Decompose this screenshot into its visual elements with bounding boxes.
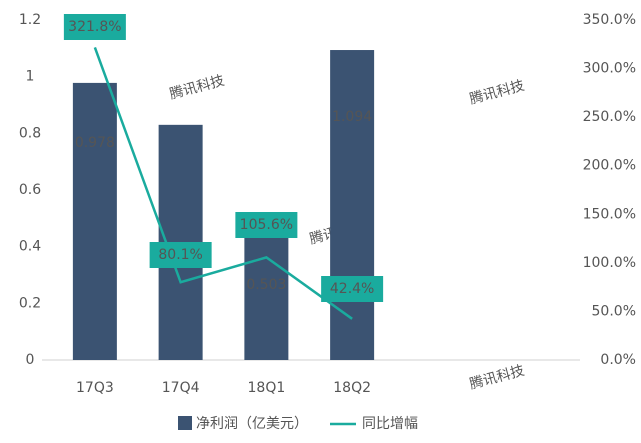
watermark: 腾讯科技 — [468, 77, 526, 108]
y-tick-label: 1 — [26, 69, 35, 85]
legend-label: 净利润（亿美元） — [196, 416, 308, 432]
bar-value-label: 0.978 — [75, 135, 115, 151]
y2-tick-label: 50.0% — [592, 303, 636, 319]
y-tick-label: 0 — [26, 352, 35, 368]
x-tick-label: 18Q2 — [333, 380, 371, 396]
line-value-label: 105.6% — [240, 217, 293, 233]
y2-tick-label: 0.0% — [600, 352, 636, 368]
y-tick-label: 0.6 — [19, 182, 41, 198]
line-value-label: 80.1% — [158, 247, 202, 263]
bar-value-label: 1.094 — [332, 109, 372, 125]
bar — [72, 82, 117, 361]
y2-tick-label: 300.0% — [583, 61, 636, 77]
bar — [330, 50, 375, 361]
legend-label: 同比增幅 — [362, 416, 418, 432]
x-tick-label: 18Q1 — [248, 380, 286, 396]
line-value-label: 42.4% — [330, 281, 374, 297]
watermark: 腾讯科技 — [468, 362, 526, 393]
x-tick-label: 17Q4 — [162, 380, 200, 396]
value-label-box — [63, 14, 126, 40]
y2-tick-label: 200.0% — [583, 158, 636, 174]
value-label-box — [235, 212, 298, 238]
y-tick-label: 0.2 — [19, 295, 41, 311]
value-label-box — [149, 242, 212, 268]
line — [93, 46, 353, 320]
watermark: 腾讯科技 — [168, 72, 226, 103]
value-label-box — [321, 276, 384, 302]
y2-tick-label: 150.0% — [583, 206, 636, 222]
y2-tick-label: 250.0% — [583, 109, 636, 125]
y-tick-label: 1.2 — [19, 12, 41, 28]
y-tick-label: 0.4 — [19, 239, 41, 255]
y2-tick-label: 350.0% — [583, 12, 636, 28]
y2-tick-label: 100.0% — [583, 255, 636, 271]
line-value-label: 321.8% — [68, 19, 121, 35]
x-tick-label: 17Q3 — [76, 380, 114, 396]
bar — [244, 217, 289, 360]
y-tick-label: 0.8 — [19, 125, 41, 141]
bar-value-label: 0.503 — [246, 277, 286, 293]
legend-swatch — [178, 416, 192, 430]
